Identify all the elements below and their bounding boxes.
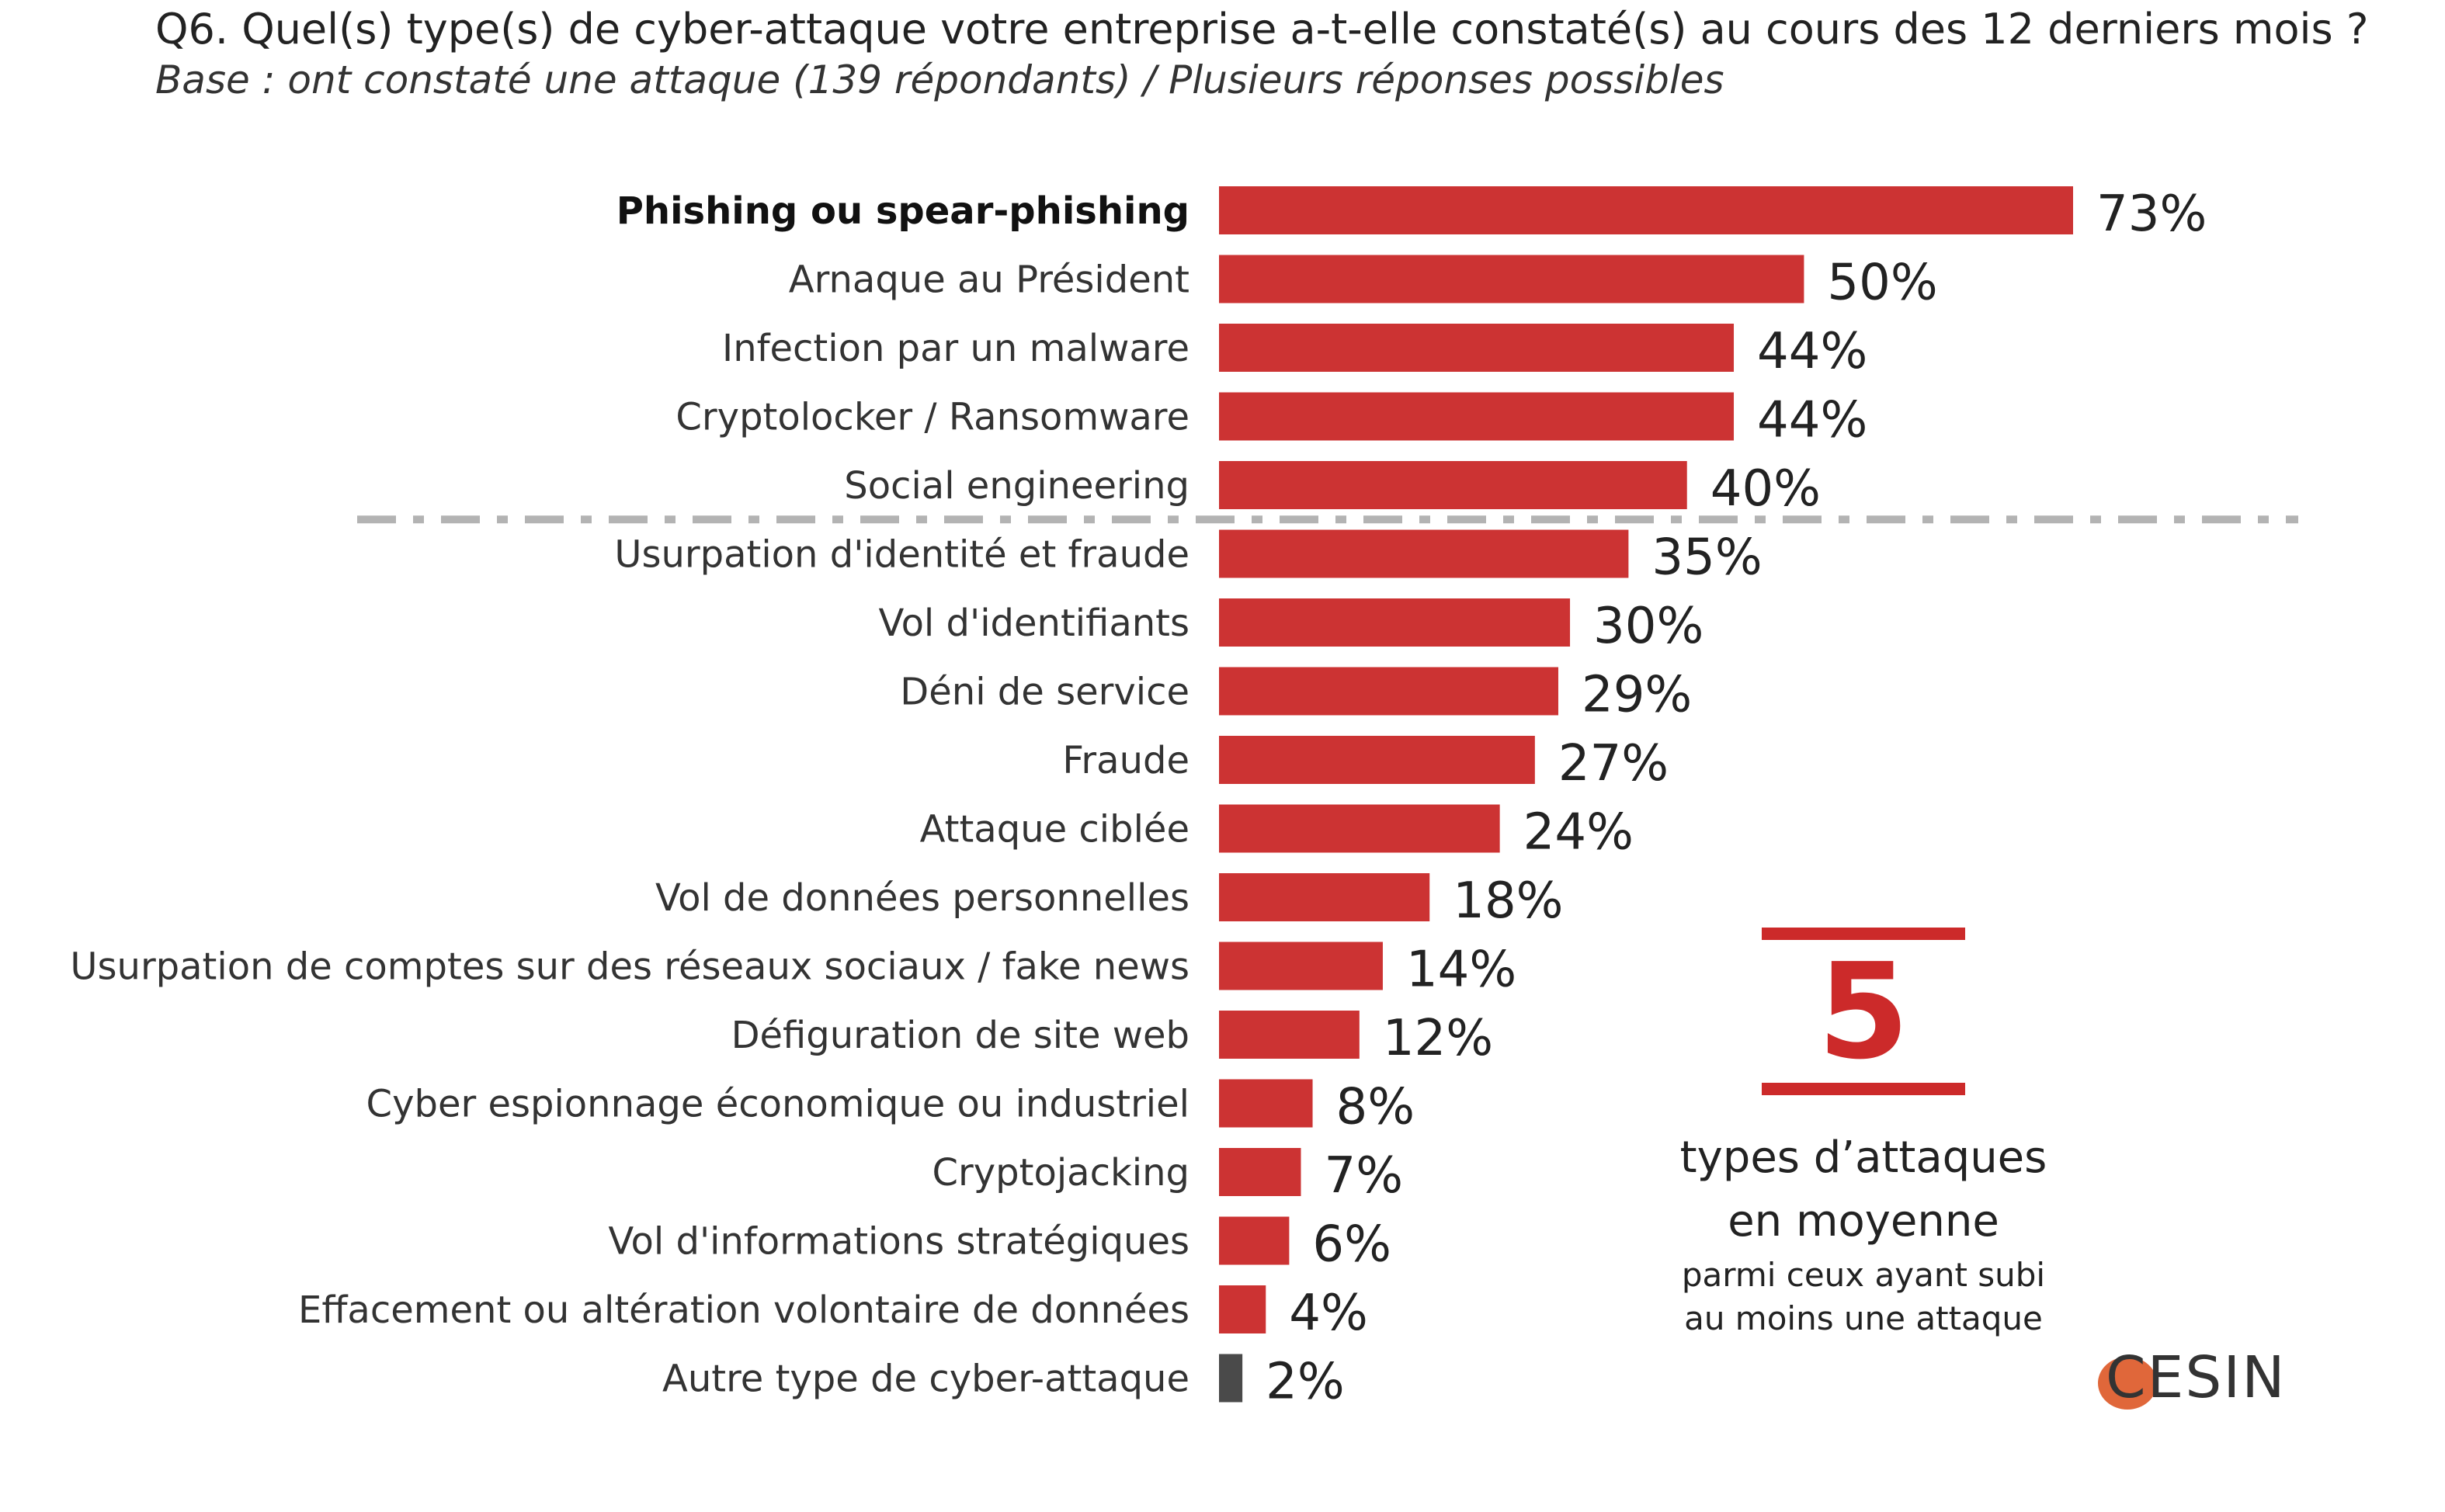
category-label: Déni de service (900, 671, 1190, 714)
value-label: 4% (1289, 1285, 1368, 1342)
value-label: 12% (1383, 1010, 1493, 1067)
value-label: 8% (1336, 1079, 1415, 1136)
category-label: Cryptojacking (933, 1151, 1190, 1195)
callout-line-2: en moyenne (1728, 1196, 1999, 1247)
value-label: 44% (1757, 323, 1867, 380)
value-label: 6% (1312, 1216, 1391, 1274)
average-callout: 5 types d’attaques en moyenne parmi ceux… (1615, 928, 2112, 1340)
bar (1219, 1079, 1313, 1128)
bar (1219, 255, 1804, 303)
value-label: 29% (1582, 667, 1692, 724)
category-label: Infection par un malware (722, 327, 1190, 370)
value-label: 40% (1710, 460, 1821, 518)
value-label: 2% (1266, 1354, 1345, 1411)
value-label: 73% (2096, 186, 2207, 243)
bar (1219, 873, 1430, 921)
category-label: Vol de données personnelles (655, 876, 1190, 920)
category-label: Vol d'identifiants (878, 602, 1190, 645)
category-label: Attaque ciblée (920, 808, 1190, 851)
callout-number: 5 (1817, 935, 1910, 1089)
bar (1219, 1148, 1301, 1196)
callout-line-1: types d’attaques (1679, 1132, 2047, 1183)
category-label: Cryptolocker / Ransomware (676, 396, 1190, 439)
bar (1219, 598, 1571, 647)
bar (1219, 1354, 1243, 1403)
cesin-logo-icon (2098, 1357, 2157, 1410)
bar (1219, 1285, 1266, 1333)
bar (1219, 804, 1500, 853)
value-label: 44% (1757, 392, 1867, 449)
value-label: 24% (1523, 804, 1634, 862)
bar (1219, 461, 1687, 509)
category-label: Défiguration de site web (731, 1014, 1190, 1057)
category-label: Arnaque au Président (789, 258, 1190, 302)
value-label: 7% (1324, 1147, 1403, 1205)
callout-top-rule (1762, 928, 1965, 940)
value-label: 30% (1593, 598, 1704, 655)
callout-line-4: au moins une attaque (1684, 1299, 2043, 1337)
category-label: Usurpation d'identité et fraude (614, 533, 1190, 577)
value-label: 50% (1827, 255, 1937, 312)
cesin-logo-text: CESIN (2106, 1344, 2287, 1411)
chart-subtitle: Base : ont constaté une attaque (139 rép… (155, 57, 1724, 102)
value-label: 14% (1406, 942, 1516, 999)
bar (1219, 736, 1535, 784)
category-label: Social engineering (844, 464, 1190, 508)
chart-title: Q6. Quel(s) type(s) de cyber-attaque vot… (155, 5, 2369, 54)
category-label: Autre type de cyber-attaque (662, 1358, 1190, 1401)
category-label: Effacement ou altération volontaire de d… (298, 1288, 1190, 1332)
bar (1219, 529, 1629, 578)
bar (1219, 186, 2073, 234)
bar (1219, 1011, 1360, 1059)
category-label: Cyber espionnage économique ou industrie… (366, 1083, 1190, 1126)
category-label: Phishing ou spear-phishing (616, 189, 1190, 233)
value-label: 27% (1558, 735, 1669, 792)
bar (1219, 667, 1558, 716)
category-label: Fraude (1062, 739, 1190, 782)
value-label: 18% (1453, 872, 1563, 930)
value-label: 35% (1651, 529, 1762, 587)
bar (1219, 1216, 1290, 1265)
bar (1219, 942, 1383, 990)
bar (1219, 392, 1735, 441)
category-label: Vol d'informations stratégiques (608, 1220, 1190, 1264)
callout-line-3: parmi ceux ayant subi (1681, 1256, 2046, 1294)
callout-bottom-rule (1762, 1083, 1965, 1095)
bar (1219, 324, 1735, 372)
category-label: Usurpation de comptes sur des réseaux so… (70, 945, 1190, 989)
